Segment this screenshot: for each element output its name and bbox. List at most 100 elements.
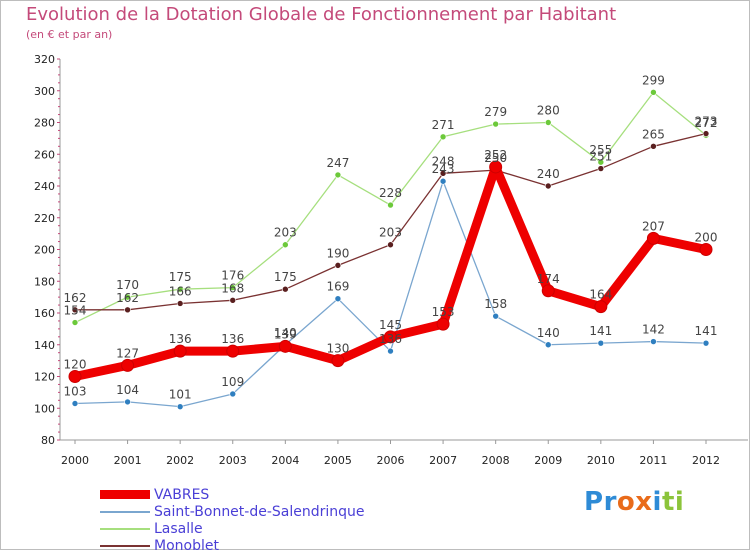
data-point-monoblet bbox=[650, 143, 657, 150]
data-label-saint-bonnet-de-salendrinque: 141 bbox=[695, 324, 718, 338]
y-tick-label: 100 bbox=[34, 402, 55, 415]
data-point-monoblet bbox=[597, 165, 605, 172]
data-point-saint-bonnet-de-salendrinque bbox=[229, 390, 237, 398]
data-point-vabres bbox=[436, 317, 450, 331]
x-tick-label: 2011 bbox=[639, 454, 667, 467]
data-label-saint-bonnet-de-salendrinque: 103 bbox=[64, 384, 87, 398]
x-tick-label: 2006 bbox=[377, 454, 405, 467]
x-tick-label: 2004 bbox=[271, 454, 299, 467]
data-point-lasalle bbox=[229, 284, 237, 291]
data-label-monoblet: 265 bbox=[642, 127, 665, 141]
y-tick-label: 300 bbox=[34, 85, 55, 98]
legend-swatch bbox=[100, 510, 150, 513]
data-point-saint-bonnet-de-salendrinque bbox=[334, 295, 342, 303]
y-tick-label: 180 bbox=[34, 275, 55, 288]
data-label-lasalle: 299 bbox=[642, 73, 665, 87]
x-tick-label: 2005 bbox=[324, 454, 352, 467]
data-label-monoblet: 168 bbox=[221, 281, 244, 295]
data-label-saint-bonnet-de-salendrinque: 141 bbox=[589, 324, 612, 338]
data-point-monoblet bbox=[544, 182, 552, 190]
y-tick-label: 140 bbox=[34, 339, 55, 352]
data-label-lasalle: 154 bbox=[64, 304, 87, 318]
x-tick-label: 2010 bbox=[587, 454, 615, 467]
legend-label: Saint-Bonnet-de-Salendrinque bbox=[154, 503, 365, 520]
data-point-saint-bonnet-de-salendrinque bbox=[124, 398, 131, 406]
data-point-vabres bbox=[278, 339, 292, 353]
logo-letter: P bbox=[584, 487, 604, 517]
x-tick-label: 2008 bbox=[482, 454, 510, 467]
data-label-monoblet: 162 bbox=[116, 291, 139, 305]
y-tick-label: 200 bbox=[34, 244, 55, 257]
y-tick-label: 240 bbox=[34, 180, 55, 193]
data-label-monoblet: 190 bbox=[326, 246, 349, 260]
data-point-lasalle bbox=[387, 201, 394, 209]
logo-letter: i bbox=[652, 487, 662, 517]
legend-swatch bbox=[100, 490, 150, 499]
y-tick-label: 260 bbox=[34, 148, 55, 161]
legend-item-lasalle: Lasalle bbox=[100, 520, 365, 537]
data-label-lasalle: 279 bbox=[484, 105, 507, 119]
data-label-monoblet: 203 bbox=[379, 226, 402, 240]
data-point-vabres bbox=[541, 284, 555, 298]
legend-item-saint-bonnet-de-salendrinque: Saint-Bonnet-de-Salendrinque bbox=[100, 503, 365, 520]
data-point-saint-bonnet-de-salendrinque bbox=[702, 339, 710, 347]
data-label-monoblet: 251 bbox=[589, 150, 612, 164]
data-label-vabres: 136 bbox=[169, 332, 192, 346]
legend-label: Monoblet bbox=[154, 537, 219, 554]
data-point-monoblet bbox=[124, 306, 131, 314]
logo-letter: x bbox=[635, 487, 653, 517]
data-label-monoblet: 273 bbox=[695, 115, 718, 129]
data-label-saint-bonnet-de-salendrinque: 109 bbox=[221, 375, 244, 389]
x-tick-label: 2012 bbox=[692, 454, 720, 467]
y-tick-label: 80 bbox=[41, 434, 55, 447]
legend-label: Lasalle bbox=[154, 520, 203, 537]
data-point-lasalle bbox=[176, 285, 184, 293]
logo-letter: i bbox=[674, 487, 685, 517]
data-label-vabres: 174 bbox=[537, 272, 560, 286]
data-label-vabres: 120 bbox=[64, 358, 87, 372]
x-tick-label: 2000 bbox=[61, 454, 89, 467]
chart-subtitle: (en € et par an) bbox=[26, 28, 113, 41]
data-label-vabres: 252 bbox=[484, 148, 507, 162]
y-tick-label: 160 bbox=[34, 307, 55, 320]
data-label-saint-bonnet-de-salendrinque: 142 bbox=[642, 323, 665, 337]
data-point-monoblet bbox=[387, 241, 394, 249]
data-point-monoblet bbox=[229, 296, 237, 304]
data-point-vabres bbox=[699, 243, 713, 256]
legend-label: VABRES bbox=[154, 486, 210, 503]
data-point-saint-bonnet-de-salendrinque bbox=[71, 400, 79, 407]
data-label-vabres: 136 bbox=[221, 332, 244, 346]
data-point-monoblet bbox=[334, 262, 342, 269]
data-label-lasalle: 272 bbox=[695, 116, 718, 130]
data-point-vabres bbox=[594, 300, 608, 314]
x-tick-label: 2002 bbox=[166, 454, 194, 467]
data-point-saint-bonnet-de-salendrinque bbox=[176, 403, 184, 410]
legend-item-vabres: VABRES bbox=[100, 486, 365, 503]
data-point-vabres bbox=[121, 358, 135, 372]
x-tick-label: 2009 bbox=[534, 454, 562, 467]
data-label-lasalle: 228 bbox=[379, 186, 402, 200]
data-point-lasalle bbox=[597, 158, 605, 166]
logo-letter: o bbox=[616, 487, 636, 517]
data-point-lasalle bbox=[334, 171, 342, 179]
data-point-lasalle bbox=[282, 241, 289, 249]
chart-title: Evolution de la Dotation Globale de Fonc… bbox=[26, 4, 617, 25]
x-tick-label: 2003 bbox=[219, 454, 247, 467]
data-label-lasalle: 203 bbox=[274, 226, 297, 240]
data-label-vabres: 127 bbox=[116, 346, 139, 360]
data-label-monoblet: 240 bbox=[537, 167, 560, 181]
y-tick-label: 220 bbox=[34, 212, 55, 225]
data-label-saint-bonnet-de-salendrinque: 243 bbox=[432, 162, 455, 176]
data-point-vabres bbox=[384, 330, 397, 344]
data-label-monoblet: 248 bbox=[432, 154, 455, 168]
y-tick-label: 320 bbox=[34, 53, 55, 66]
data-label-lasalle: 255 bbox=[589, 143, 612, 157]
data-point-lasalle bbox=[71, 319, 79, 326]
data-label-monoblet: 166 bbox=[169, 284, 192, 298]
data-label-vabres: 200 bbox=[695, 231, 718, 245]
data-label-vabres: 153 bbox=[432, 305, 455, 319]
data-label-saint-bonnet-de-salendrinque: 101 bbox=[169, 388, 192, 402]
data-point-saint-bonnet-de-salendrinque bbox=[650, 338, 657, 345]
data-point-monoblet bbox=[439, 170, 447, 177]
